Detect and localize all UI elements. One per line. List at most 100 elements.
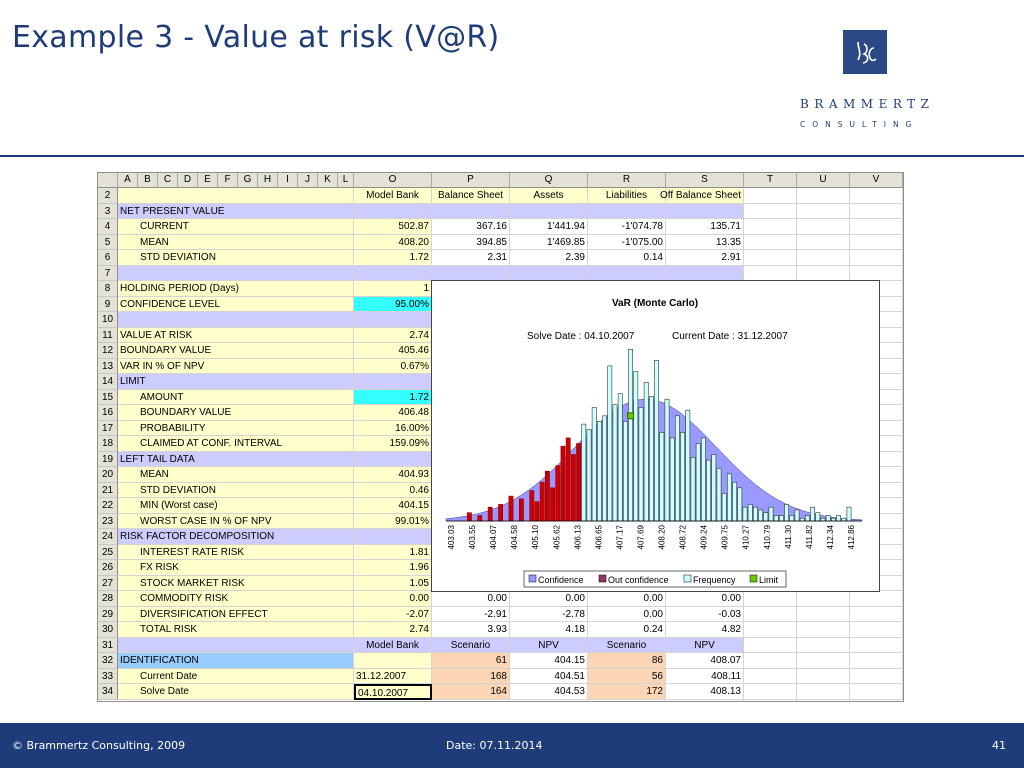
cell-u[interactable] (797, 606, 850, 622)
column-header-a[interactable]: A (118, 173, 138, 188)
cell-t[interactable] (744, 250, 797, 266)
row-number[interactable]: 13 (98, 358, 118, 374)
row-number[interactable]: 17 (98, 420, 118, 436)
cell-o[interactable]: 502.87 (354, 219, 432, 235)
row-label[interactable]: CURRENT (118, 219, 354, 235)
row-label[interactable]: BOUNDARY VALUE (118, 405, 354, 421)
cell-p[interactable]: 164 (432, 684, 510, 700)
row-number[interactable]: 11 (98, 327, 118, 343)
cell-q[interactable]: -2.78 (510, 606, 588, 622)
cell-p[interactable] (432, 265, 510, 281)
cell-r[interactable]: 0.14 (588, 250, 666, 266)
cell-o[interactable]: 04.10.2007 (354, 684, 432, 700)
column-header-k[interactable]: K (318, 173, 338, 188)
cell-o[interactable]: 1.81 (354, 544, 432, 560)
cell-o[interactable]: 31.12.2007 (354, 668, 432, 684)
row-number[interactable]: 2 (98, 188, 118, 204)
column-header-q[interactable]: Q (510, 173, 588, 188)
cell-v[interactable] (850, 188, 903, 204)
row-label[interactable]: STOCK MARKET RISK (118, 575, 354, 591)
row-number[interactable]: 5 (98, 234, 118, 250)
cell-q[interactable]: 404.53 (510, 684, 588, 700)
row-number[interactable]: 6 (98, 250, 118, 266)
cell-o[interactable]: 1 (354, 281, 432, 297)
cell-o[interactable]: 406.48 (354, 405, 432, 421)
column-header-o[interactable]: O (354, 173, 432, 188)
header-model-bank[interactable]: Model Bank (354, 188, 432, 204)
row-number[interactable]: 33 (98, 668, 118, 684)
header-off-balance-sheet[interactable]: Off Balance Sheet (660, 188, 744, 204)
header-balance-sheet[interactable]: Balance Sheet (432, 188, 510, 204)
column-header-j[interactable]: J (298, 173, 318, 188)
row-number[interactable]: 29 (98, 606, 118, 622)
cell-o[interactable]: 16.00% (354, 420, 432, 436)
cell-t[interactable] (744, 606, 797, 622)
row-number[interactable]: 7 (98, 265, 118, 281)
header-liabilities[interactable]: Liabilities (588, 188, 666, 204)
cell-p[interactable]: 168 (432, 668, 510, 684)
cell-p[interactable]: -2.91 (432, 606, 510, 622)
cell-o[interactable]: 1.72 (354, 250, 432, 266)
row-label[interactable]: AMOUNT (118, 389, 354, 405)
cell-q[interactable]: 1'469.85 (510, 234, 588, 250)
cell-o[interactable]: 404.93 (354, 467, 432, 483)
cell-t[interactable] (744, 684, 797, 700)
cell-v[interactable] (850, 622, 903, 638)
cell-o[interactable]: 404.15 (354, 498, 432, 514)
row-number[interactable]: 31 (98, 637, 118, 653)
cell-o[interactable]: 2.74 (354, 622, 432, 638)
cell-v[interactable] (850, 668, 903, 684)
cell-r[interactable]: 56 (588, 668, 666, 684)
row-label[interactable]: TOTAL RISK (118, 622, 354, 638)
row-number[interactable]: 15 (98, 389, 118, 405)
cell-o[interactable] (354, 374, 432, 390)
cell-u[interactable] (797, 265, 850, 281)
row-number[interactable]: 28 (98, 591, 118, 607)
var-chart[interactable]: VaR (Monte Carlo) Solve Date : 04.10.200… (431, 280, 880, 592)
column-header-f[interactable]: F (218, 173, 238, 188)
cell-s[interactable]: NPV (666, 637, 744, 653)
cell-t[interactable] (744, 622, 797, 638)
row-label[interactable]: DIVERSIFICATION EFFECT (118, 606, 354, 622)
cell-s[interactable] (666, 203, 744, 219)
row-label[interactable]: WORST CASE IN % OF NPV (118, 513, 354, 529)
cell-s[interactable]: 4.82 (666, 622, 744, 638)
cell-s[interactable]: 13.35 (666, 234, 744, 250)
cell-o[interactable] (354, 203, 432, 219)
row-label[interactable]: MEAN (118, 467, 354, 483)
row-label[interactable]: COMMODITY RISK (118, 591, 354, 607)
row-number[interactable]: 14 (98, 374, 118, 390)
cell-q[interactable]: 2.39 (510, 250, 588, 266)
cell-o[interactable] (354, 451, 432, 467)
cell-v[interactable] (850, 250, 903, 266)
row-label[interactable] (118, 312, 354, 328)
cell-v[interactable] (850, 684, 903, 700)
cell-r[interactable]: 0.00 (588, 606, 666, 622)
cell-t[interactable] (744, 591, 797, 607)
row-label[interactable]: PROBABILITY (118, 420, 354, 436)
cell-v[interactable] (850, 234, 903, 250)
cell-p[interactable]: 61 (432, 653, 510, 669)
cell-r[interactable] (588, 265, 666, 281)
cell-o[interactable]: Model Bank (354, 637, 432, 653)
cell-o[interactable]: 405.46 (354, 343, 432, 359)
cell-p[interactable]: 367.16 (432, 219, 510, 235)
row-number[interactable]: 26 (98, 560, 118, 576)
cell-t[interactable] (744, 653, 797, 669)
cell-u[interactable] (797, 188, 850, 204)
cell-s[interactable]: 135.71 (666, 219, 744, 235)
column-header-u[interactable]: U (797, 173, 850, 188)
cell-q[interactable]: 0.00 (510, 591, 588, 607)
cell-v[interactable] (850, 203, 903, 219)
cell-v[interactable] (850, 219, 903, 235)
header-assets[interactable]: Assets (510, 188, 588, 204)
row-label[interactable]: MIN (Worst case) (118, 498, 354, 514)
row-label[interactable]: RISK FACTOR DECOMPOSITION (118, 529, 354, 545)
cell-o[interactable]: 99.01% (354, 513, 432, 529)
row-number[interactable]: 25 (98, 544, 118, 560)
row-label[interactable]: INTEREST RATE RISK (118, 544, 354, 560)
row-number[interactable]: 32 (98, 653, 118, 669)
row-label[interactable]: FX RISK (118, 560, 354, 576)
row-number[interactable]: 18 (98, 436, 118, 452)
